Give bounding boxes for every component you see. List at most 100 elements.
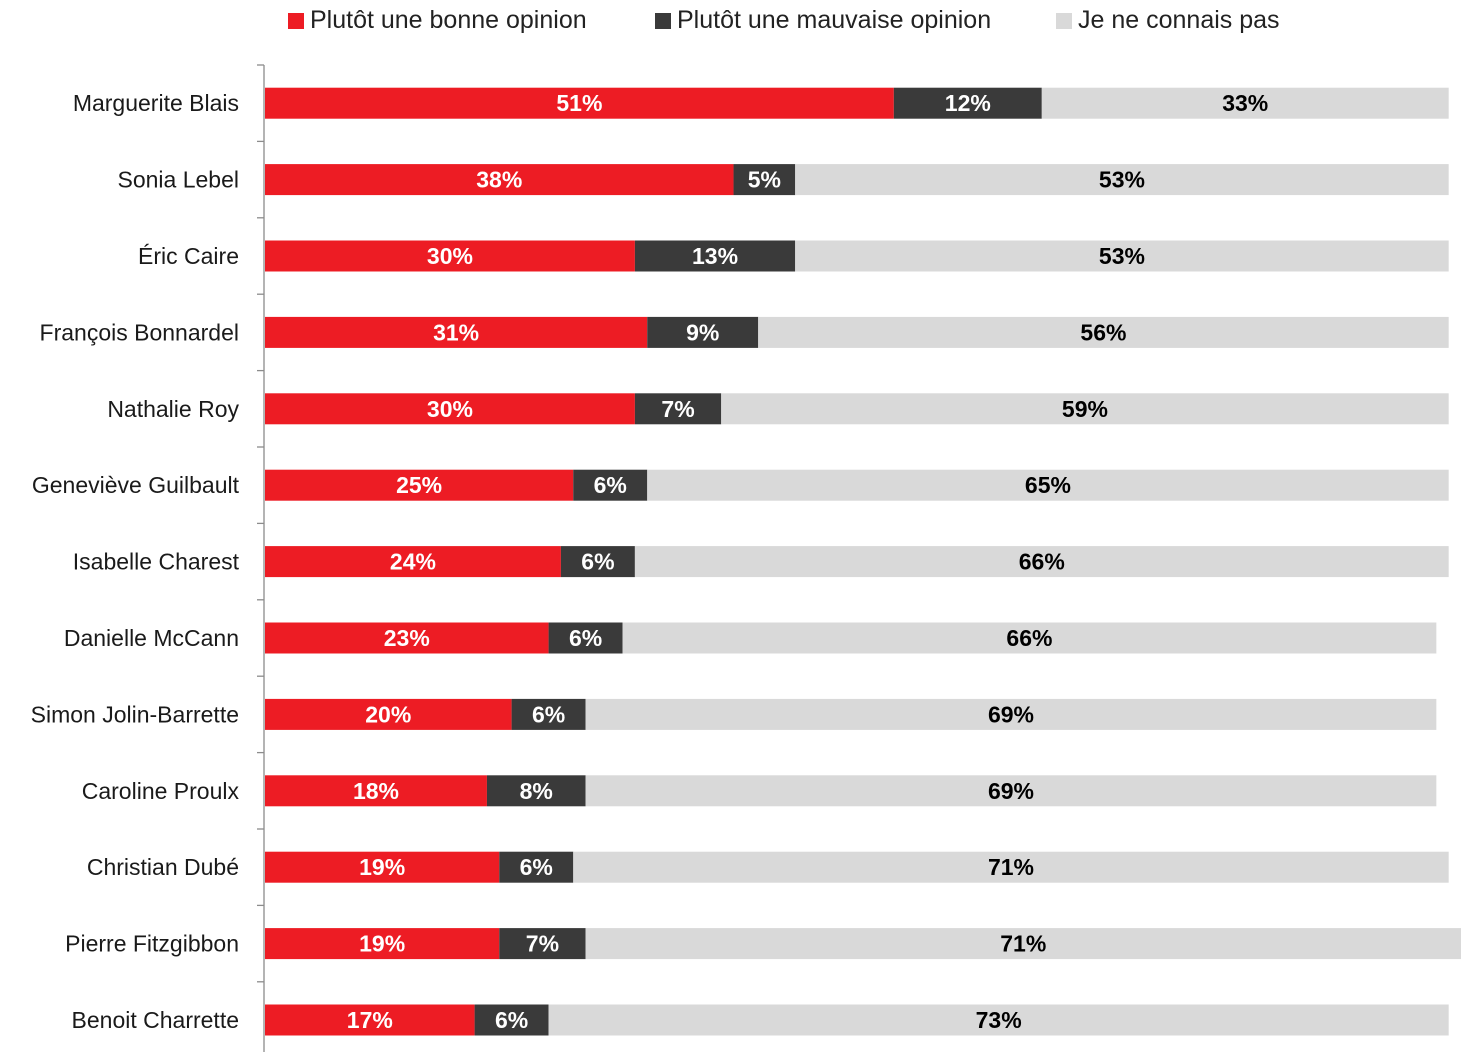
bar-segment [265,546,561,578]
data-label: 66% [1006,625,1052,651]
bar-segment [585,775,1437,807]
data-label: 71% [988,854,1034,880]
data-label: 23% [384,625,430,651]
legend-label-bad-opinion: Plutôt une mauvaise opinion [677,6,992,34]
data-label: 38% [476,167,522,193]
category-label: Geneviève Guilbault [32,472,240,498]
data-label: 17% [347,1007,393,1033]
data-label: 33% [1222,90,1268,116]
bar-segment [548,622,623,654]
data-label: 53% [1099,167,1145,193]
legend-item-bad-opinion: Plutôt une mauvaise opinion [655,6,991,35]
data-label: 12% [945,90,991,116]
bar-segment [548,1004,1449,1036]
bar-segment [265,622,549,654]
bar-segment [795,164,1449,196]
data-label: 56% [1080,319,1126,345]
bar-segment [265,316,648,348]
data-label: 6% [594,472,627,498]
bar-segment [265,240,635,272]
bar-segment [585,698,1437,730]
legend-label-good-opinion: Plutôt une bonne opinion [310,6,587,34]
data-label: 71% [1000,931,1046,957]
data-label: 25% [396,472,442,498]
data-label: 69% [988,701,1034,727]
data-label: 69% [988,778,1034,804]
data-label: 9% [686,319,719,345]
bar-segment [499,928,586,960]
category-label: Isabelle Charest [73,549,240,575]
category-axis: Marguerite Blais Sonia Lebel Éric Caire Fra… [31,64,265,1052]
bar-segment [647,316,759,348]
labels-layer: 51% 12% 33% 38% 5% 53% 30% 13% 53% 31% 9% 56% 30% 7% 5… [347,90,1268,1033]
data-label: 19% [359,931,405,957]
category-label: Simon Jolin-Barrette [31,701,239,727]
bar-segment [622,622,1437,654]
bar-segment [647,469,1449,501]
bar-segment [486,775,586,807]
category-label: Marguerite Blais [73,90,239,116]
data-label: 53% [1099,243,1145,269]
category-label: Danielle McCann [64,625,239,651]
bar-segment [634,546,1449,578]
bar-segment [573,469,648,501]
legend-swatch-bad-opinion [655,12,671,29]
data-label: 19% [359,854,405,880]
data-label: 6% [581,549,614,575]
bar-segment [795,240,1449,272]
category-label: François Bonnardel [40,319,239,345]
bar-segment [721,393,1449,425]
data-label: 30% [427,396,473,422]
bar-segment [634,393,722,425]
category-label: Pierre Fitzgibbon [65,931,239,957]
data-label: 5% [748,167,781,193]
data-label: 6% [520,854,553,880]
bar-segment [733,164,796,196]
bar-segment [758,316,1449,348]
data-label: 6% [532,701,565,727]
bar-segment [265,393,635,425]
data-label: 51% [556,90,602,116]
data-label: 31% [433,319,479,345]
data-label: 24% [390,549,436,575]
data-label: 20% [365,701,411,727]
bars-layer [265,87,1462,1036]
bar-segment [634,240,796,272]
bar-segment [265,164,734,196]
bar-segment [265,775,487,807]
bar-segment [893,87,1042,119]
category-label: Caroline Proulx [82,778,240,804]
bar-segment [265,1004,475,1036]
bar-segment [573,851,1449,883]
bar-segment [1041,87,1449,119]
category-label: Benoit Charrette [72,1007,239,1033]
category-label: Éric Caire [138,243,239,269]
data-label: 13% [692,243,738,269]
data-label: 18% [353,778,399,804]
bar-segment [265,87,894,119]
legend-item-good-opinion: Plutôt une bonne opinion [288,6,587,35]
bar-segment [560,546,635,578]
data-label: 65% [1025,472,1071,498]
legend-item-unknown: Je ne connais pas [1056,6,1280,35]
data-label: 59% [1062,396,1108,422]
data-label: 8% [520,778,553,804]
data-label: 6% [495,1007,528,1033]
legend-swatch-unknown [1056,12,1072,29]
bar-segment [265,851,500,883]
bar-segment [499,851,574,883]
bar-segment [474,1004,549,1036]
category-label: Sonia Lebel [118,167,240,193]
data-label: 30% [427,243,473,269]
data-label: 6% [569,625,602,651]
legend-label-unknown: Je ne connais pas [1078,6,1280,34]
data-label: 73% [976,1007,1022,1033]
data-label: 7% [661,396,694,422]
bar-segment [511,698,586,730]
bar-segment [265,698,512,730]
bar-segment [265,928,500,960]
legend-swatch-good-opinion [288,12,304,29]
chart-legend: Plutôt une bonne opinion Plutôt une mauv… [0,6,1472,40]
bar-segment [265,469,574,501]
data-label: 66% [1019,549,1065,575]
